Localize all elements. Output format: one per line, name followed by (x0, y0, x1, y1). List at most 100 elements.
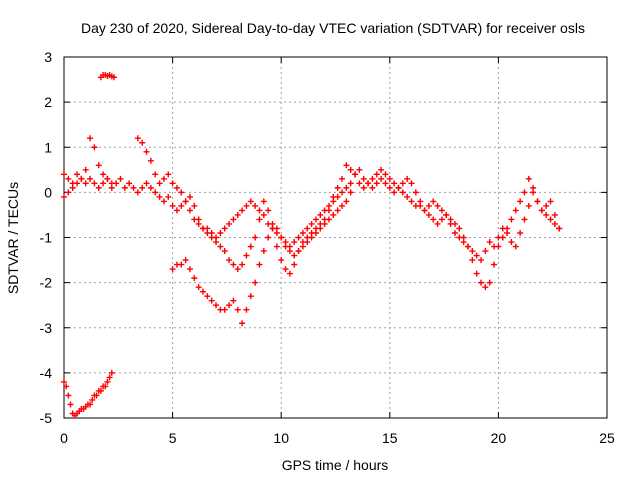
data-point (486, 279, 493, 286)
data-point (295, 248, 302, 255)
data-point (152, 189, 159, 196)
series-osls-d (61, 369, 115, 419)
data-point (221, 306, 228, 313)
data-point (373, 171, 380, 178)
data-point (186, 266, 193, 273)
data-point (156, 180, 163, 187)
data-point (226, 220, 233, 227)
data-point (530, 184, 537, 191)
data-point (169, 202, 176, 209)
chart-title: Day 230 of 2020, Sidereal Day-to-day VTE… (81, 20, 585, 36)
series-osls-e (97, 72, 117, 81)
data-point (160, 175, 167, 182)
data-point (260, 211, 267, 218)
data-point (317, 225, 324, 232)
data-point (117, 175, 124, 182)
data-point (230, 261, 237, 268)
data-point (295, 234, 302, 241)
data-point (82, 180, 89, 187)
data-point (317, 211, 324, 218)
data-point (421, 207, 428, 214)
data-point (87, 135, 94, 142)
data-point (74, 180, 81, 187)
data-point (473, 252, 480, 259)
data-point (286, 270, 293, 277)
data-point (195, 220, 202, 227)
data-point (102, 383, 109, 390)
data-point (356, 166, 363, 173)
data-point (213, 234, 220, 241)
data-point (334, 207, 341, 214)
data-point (256, 261, 263, 268)
data-point (65, 189, 72, 196)
data-point (495, 243, 502, 250)
data-point (121, 184, 128, 191)
data-point (347, 180, 354, 187)
data-point (230, 297, 237, 304)
data-point (282, 243, 289, 250)
data-point (78, 175, 85, 182)
data-point (260, 198, 267, 205)
data-point (438, 207, 445, 214)
data-point (451, 229, 458, 236)
data-point (256, 207, 263, 214)
data-point (347, 166, 354, 173)
data-point (334, 184, 341, 191)
data-point (160, 198, 167, 205)
data-point (226, 302, 233, 309)
data-point (365, 180, 372, 187)
data-point (110, 74, 117, 81)
data-point (369, 175, 376, 182)
data-point (325, 216, 332, 223)
data-point (95, 184, 102, 191)
y-tick-label: -3 (40, 320, 53, 336)
data-point (404, 175, 411, 182)
data-point (425, 211, 432, 218)
data-point (186, 207, 193, 214)
data-point (312, 216, 319, 223)
data-point (97, 387, 104, 394)
data-point (106, 374, 113, 381)
data-point (291, 261, 298, 268)
data-point (74, 171, 81, 178)
y-tick-label: 1 (44, 139, 52, 155)
data-point (447, 216, 454, 223)
data-point (217, 243, 224, 250)
data-point (165, 171, 172, 178)
data-point (195, 284, 202, 291)
data-point (130, 184, 137, 191)
data-point (517, 229, 524, 236)
data-point (265, 207, 272, 214)
data-point (547, 198, 554, 205)
data-point (547, 216, 554, 223)
data-point (208, 297, 215, 304)
data-point (408, 198, 415, 205)
data-point (247, 243, 254, 250)
data-point (69, 184, 76, 191)
data-point (173, 184, 180, 191)
data-point (382, 180, 389, 187)
data-point (230, 216, 237, 223)
data-point (391, 189, 398, 196)
data-point (339, 202, 346, 209)
data-point (330, 211, 337, 218)
data-point (312, 229, 319, 236)
data-point (87, 401, 94, 408)
data-point (239, 320, 246, 327)
data-point (243, 306, 250, 313)
data-point (478, 257, 485, 264)
data-point (186, 193, 193, 200)
data-point (473, 270, 480, 277)
data-point (352, 171, 359, 178)
data-point (525, 202, 532, 209)
series-osls-a (61, 135, 563, 277)
data-point (321, 207, 328, 214)
data-point (521, 189, 528, 196)
x-tick-label: 20 (491, 430, 507, 446)
data-point (217, 229, 224, 236)
data-point (61, 193, 67, 200)
data-point (65, 392, 72, 399)
data-point (234, 211, 241, 218)
data-point (265, 234, 272, 241)
